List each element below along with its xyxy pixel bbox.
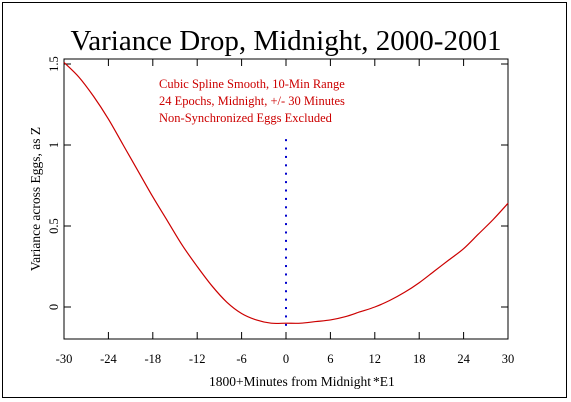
marker-dot xyxy=(285,139,287,142)
marker-dot xyxy=(285,172,287,175)
x-tick-label: 12 xyxy=(369,352,382,366)
y-tick-label: 1.5 xyxy=(47,56,61,72)
annotation-smoothing: Cubic Spline Smooth, 10-Min Range xyxy=(159,77,345,91)
x-tick-label: -18 xyxy=(144,352,161,366)
x-tick-label: 6 xyxy=(327,352,333,366)
marker-dot xyxy=(285,181,287,184)
x-tick-label: 0 xyxy=(283,352,289,366)
x-tick-label: 30 xyxy=(502,352,515,366)
y-tick-label: 1 xyxy=(47,142,61,148)
variance-curve xyxy=(63,61,509,325)
chart-title: Variance Drop, Midnight, 2000-2001 xyxy=(71,25,502,57)
x-tick-label: 24 xyxy=(457,352,470,366)
x-tick-label: -12 xyxy=(189,352,206,366)
marker-dot xyxy=(285,290,287,293)
annotation-epochs: 24 Epochs, Midnight, +/- 30 Minutes xyxy=(159,94,345,108)
x-axis-ticks: -30 -24 -18 -12 -6 0 6 12 18 24 30 xyxy=(56,59,515,366)
x-axis-label: 1800+Minutes from Midnight xyxy=(209,374,371,389)
y-tick-label: 0.5 xyxy=(47,218,61,234)
x-tick-label: -6 xyxy=(236,352,246,366)
marker-dot xyxy=(285,155,287,158)
marker-dot xyxy=(285,273,287,276)
marker-dot xyxy=(285,323,287,326)
marker-dot xyxy=(285,189,287,192)
marker-dot xyxy=(285,223,287,226)
x-axis-label-note: *E1 xyxy=(373,374,395,389)
marker-dot xyxy=(285,214,287,217)
figure-border xyxy=(2,2,567,398)
marker-dot xyxy=(285,197,287,200)
marker-dot xyxy=(285,307,287,310)
marker-dot xyxy=(285,281,287,284)
x-tick-label: -24 xyxy=(100,352,117,366)
marker-dot xyxy=(285,256,287,259)
x-tick-label: -30 xyxy=(56,352,73,366)
marker-dot xyxy=(285,315,287,318)
x-tick-label: 18 xyxy=(413,352,426,366)
y-axis-label: Variance across Eggs, as Z xyxy=(28,127,43,271)
marker-dot xyxy=(285,206,287,209)
midnight-marker-dots xyxy=(285,139,287,326)
marker-dot xyxy=(285,147,287,150)
marker-dot xyxy=(285,239,287,242)
marker-dot xyxy=(285,248,287,251)
marker-dot xyxy=(285,164,287,167)
annotation-exclusion: Non-Synchronized Eggs Excluded xyxy=(159,111,333,125)
marker-dot xyxy=(285,265,287,268)
marker-dot xyxy=(285,298,287,301)
chart-annotations: Cubic Spline Smooth, 10-Min Range 24 Epo… xyxy=(159,77,345,125)
y-tick-label: 0 xyxy=(47,304,61,310)
y-axis-ticks: 0 0.5 1 1.5 xyxy=(47,56,508,310)
marker-dot xyxy=(285,231,287,234)
